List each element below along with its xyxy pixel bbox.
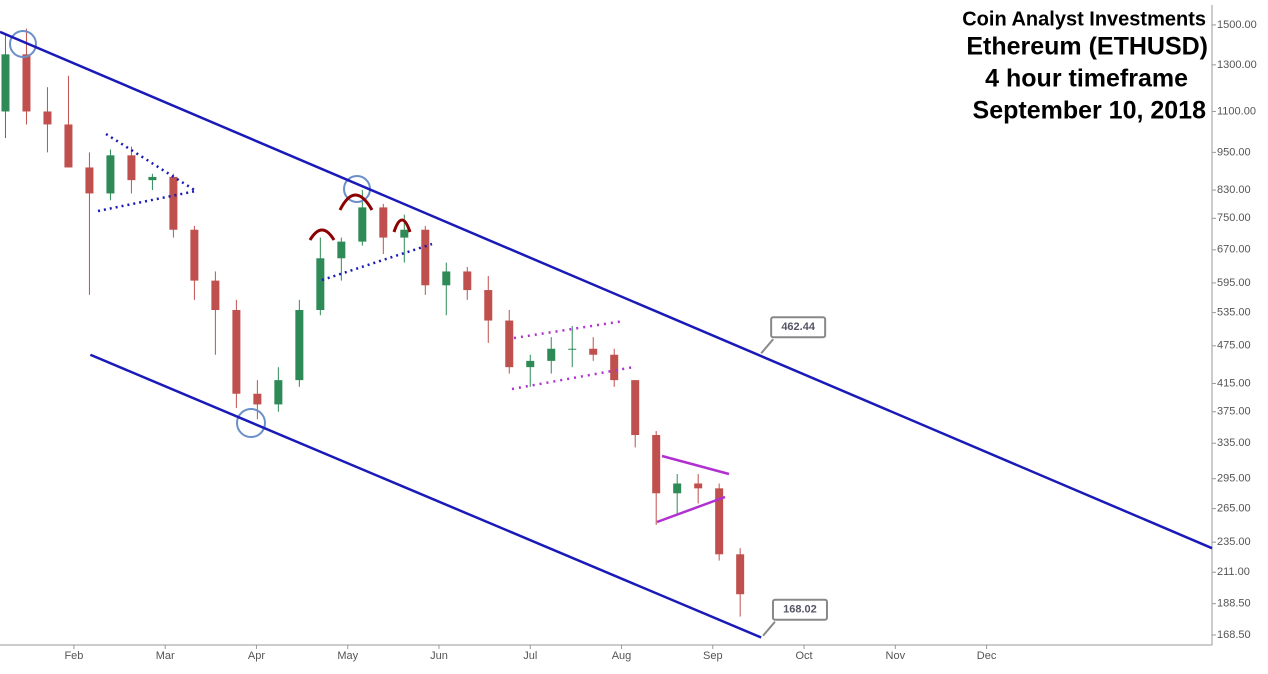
candle-body bbox=[274, 380, 283, 405]
x-tick-label: Feb bbox=[64, 650, 83, 662]
candle-body bbox=[505, 320, 514, 368]
y-tick-label: 830.00 bbox=[1217, 184, 1251, 196]
candle-body bbox=[22, 54, 31, 112]
candle-body bbox=[673, 483, 682, 494]
candle-body bbox=[589, 348, 598, 355]
pattern-line bbox=[661, 454, 730, 476]
candle-body bbox=[526, 360, 535, 368]
candle-body bbox=[337, 241, 346, 259]
callout-pointer bbox=[762, 621, 776, 637]
trend-line bbox=[89, 353, 762, 639]
callout-label: 462.44 bbox=[781, 321, 816, 333]
candle-body bbox=[1, 54, 10, 112]
y-tick-label: 750.00 bbox=[1217, 212, 1251, 224]
candle-body bbox=[232, 310, 241, 394]
callout-label: 168.02 bbox=[783, 604, 817, 616]
arc bbox=[338, 193, 374, 211]
candle-body bbox=[358, 207, 367, 242]
candle-body bbox=[610, 354, 619, 381]
flag-pattern bbox=[656, 454, 730, 524]
x-tick-label: Oct bbox=[795, 650, 812, 662]
callout-box bbox=[770, 316, 827, 339]
callout-pointer bbox=[760, 338, 774, 354]
candle-body bbox=[85, 167, 94, 194]
candle-body bbox=[253, 393, 262, 405]
y-tick-label: 1100.00 bbox=[1217, 105, 1256, 117]
candle-body bbox=[421, 229, 430, 286]
candle-body bbox=[127, 155, 136, 181]
x-tick-label: Sep bbox=[703, 650, 723, 662]
y-tick-label: 265.00 bbox=[1217, 503, 1251, 515]
candle-body bbox=[631, 380, 640, 436]
dotted-line bbox=[513, 319, 625, 340]
candle-body bbox=[400, 229, 409, 238]
dotted-line bbox=[321, 242, 433, 282]
trend-line bbox=[0, 30, 1213, 550]
candle-body bbox=[694, 483, 703, 489]
title: September 10, 2018 bbox=[973, 97, 1207, 125]
circle bbox=[9, 30, 37, 58]
y-tick-label: 295.00 bbox=[1217, 473, 1251, 485]
x-tick-label: Nov bbox=[886, 650, 906, 662]
candle-body bbox=[379, 207, 388, 238]
y-tick-label: 535.00 bbox=[1217, 307, 1251, 319]
candle-body bbox=[736, 554, 745, 595]
candle-body bbox=[43, 111, 52, 125]
circle bbox=[236, 408, 266, 438]
candle-body bbox=[715, 488, 724, 555]
pattern-lines bbox=[97, 132, 433, 282]
candle-body bbox=[547, 348, 556, 361]
x-tick-label: Jun bbox=[430, 650, 448, 662]
candle-body bbox=[169, 176, 178, 230]
y-tick-label: 1300.00 bbox=[1217, 59, 1257, 71]
x-tick-label: Apr bbox=[248, 650, 265, 662]
channel-pattern bbox=[511, 319, 635, 391]
candle-body bbox=[568, 348, 577, 350]
y-tick-label: 335.00 bbox=[1217, 437, 1251, 449]
candle-body bbox=[190, 229, 199, 281]
candle-body bbox=[484, 290, 493, 321]
head-shoulders bbox=[308, 193, 412, 241]
title: 4 hour timeframe bbox=[985, 65, 1188, 93]
title-block: Coin Analyst Investments Ethereum (ETHUS… bbox=[962, 8, 1208, 124]
x-tick-label: May bbox=[337, 650, 358, 662]
y-tick-label: 670.00 bbox=[1217, 244, 1251, 256]
candle-body bbox=[106, 155, 115, 194]
candle-body bbox=[211, 280, 220, 311]
y-tick-label: 188.50 bbox=[1217, 598, 1251, 610]
y-tick-label: 375.00 bbox=[1217, 406, 1251, 418]
plot bbox=[1, 28, 745, 617]
x-tick-label: Jul bbox=[523, 650, 537, 662]
y-tick-label: 235.00 bbox=[1217, 536, 1251, 548]
y-tick-label: 211.00 bbox=[1217, 566, 1250, 578]
x-tick-label: Mar bbox=[156, 650, 175, 662]
y-tick-label: 168.50 bbox=[1217, 629, 1251, 641]
arc bbox=[392, 218, 412, 233]
y-tick-label: 415.00 bbox=[1217, 377, 1251, 389]
arc bbox=[308, 228, 336, 241]
callout-box bbox=[771, 598, 828, 621]
y-tick-label: 595.00 bbox=[1217, 277, 1251, 289]
candle-body bbox=[64, 124, 73, 168]
title: Ethereum (ETHUSD) bbox=[966, 33, 1208, 61]
candle-body bbox=[442, 271, 451, 286]
x-tick-label: Dec bbox=[977, 650, 997, 662]
title: Coin Analyst Investments bbox=[962, 8, 1206, 30]
candle-body bbox=[316, 258, 325, 311]
y-tick-label: 950.00 bbox=[1217, 146, 1251, 158]
y-tick-label: 475.00 bbox=[1217, 340, 1251, 352]
candle-body bbox=[295, 310, 304, 381]
candle-body bbox=[148, 176, 157, 181]
y-tick-label: 1500.00 bbox=[1217, 19, 1257, 31]
x-tick-label: Aug bbox=[612, 650, 632, 662]
candle-body bbox=[463, 271, 472, 291]
candle-body bbox=[652, 435, 661, 494]
pattern-line bbox=[656, 495, 726, 524]
